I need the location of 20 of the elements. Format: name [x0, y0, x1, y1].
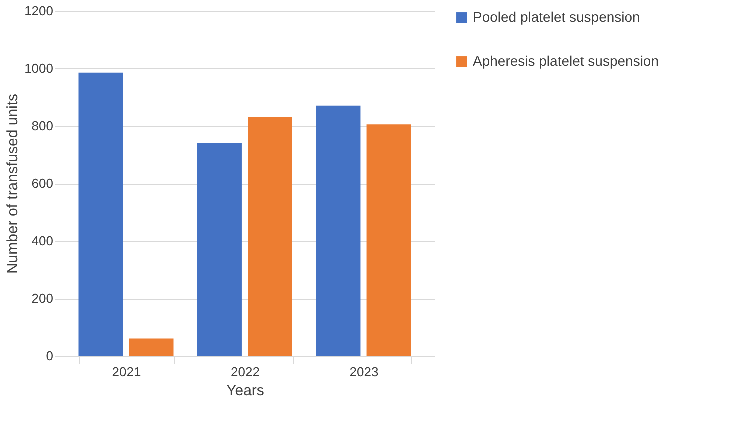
legend-label: Apheresis platelet suspension — [473, 53, 660, 69]
bar — [198, 143, 242, 356]
y-tick-label: 400 — [32, 234, 54, 248]
bar — [316, 106, 361, 356]
bar — [78, 72, 124, 356]
x-tick-label: 2022 — [231, 364, 260, 380]
y-tick-label: 1000 — [24, 61, 54, 76]
y-tick-label: 1200 — [24, 4, 54, 18]
x-axis-title: Years — [226, 382, 264, 400]
bar — [366, 124, 412, 356]
y-tick-label: 800 — [32, 118, 54, 134]
y-axis-title: Number of transfused units — [4, 94, 22, 274]
y-tick-label: 0 — [46, 348, 54, 364]
legend-label: Pooled platelet suspension — [473, 9, 640, 25]
x-tick-label: 2023 — [350, 364, 379, 380]
y-tick-label: 200 — [32, 291, 54, 306]
y-tick-label: 600 — [32, 176, 54, 191]
bar — [129, 338, 174, 356]
bar — [248, 117, 292, 356]
x-tick-label: 2021 — [112, 364, 142, 380]
